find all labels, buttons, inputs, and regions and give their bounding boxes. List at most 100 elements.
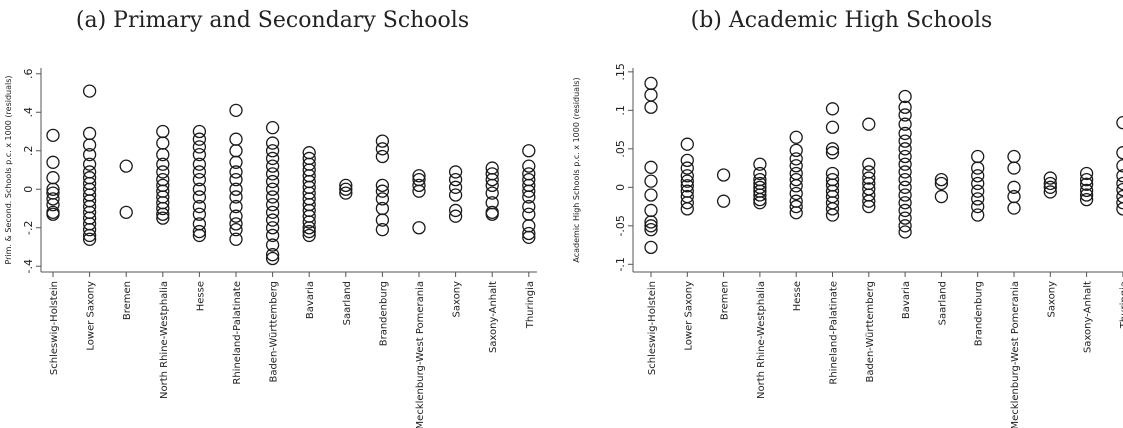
data-point xyxy=(119,205,133,219)
data-point xyxy=(644,160,658,174)
data-point xyxy=(1079,177,1094,191)
data-point xyxy=(156,201,170,216)
x-tick-label: Schleswig-Holstein xyxy=(49,281,60,375)
data-point xyxy=(1007,201,1021,215)
data-point xyxy=(448,172,463,187)
data-point xyxy=(265,121,280,135)
x-tick-label: Bavaria xyxy=(901,281,912,319)
y-tick-label: -.4 xyxy=(22,259,35,273)
x-tick-label: Hesse xyxy=(195,281,206,311)
data-point xyxy=(1043,171,1057,185)
y-tick-label: -.2 xyxy=(22,221,35,235)
x-tick-label: Saxony xyxy=(1046,281,1057,318)
data-point xyxy=(898,126,912,141)
data-point xyxy=(898,211,912,225)
x-tick-label: Mecklenburg-West Pomerania xyxy=(415,281,426,428)
data-point xyxy=(82,223,97,237)
data-point xyxy=(680,137,694,151)
data-point xyxy=(789,130,803,144)
y-tick-label: -.05 xyxy=(614,215,627,236)
x-tick-label: Baden-Württemberg xyxy=(269,281,280,383)
data-point xyxy=(898,196,912,210)
data-point xyxy=(1079,183,1094,198)
data-point xyxy=(644,76,658,91)
data-point xyxy=(753,188,767,202)
data-point xyxy=(265,238,280,252)
y-tick-label: -.1 xyxy=(614,257,627,271)
data-point xyxy=(644,240,658,255)
data-point xyxy=(680,196,694,210)
data-point xyxy=(644,219,658,233)
data-point xyxy=(192,147,207,162)
data-point xyxy=(265,136,280,150)
x-tick-label: Saxony-Anhalt xyxy=(488,281,499,353)
x-tick-label: Bremen xyxy=(720,281,731,320)
data-point xyxy=(375,149,390,164)
data-point xyxy=(825,102,840,116)
data-point xyxy=(192,224,207,239)
data-point xyxy=(192,190,207,204)
data-point xyxy=(82,138,97,152)
data-point xyxy=(680,179,694,193)
data-point xyxy=(485,172,499,187)
data-point xyxy=(82,228,97,243)
data-point xyxy=(339,186,353,200)
data-point xyxy=(1007,180,1021,194)
x-tick-label: North Rhine-Westphalia xyxy=(756,281,767,399)
data-point xyxy=(192,199,207,214)
data-point xyxy=(156,136,170,150)
data-point xyxy=(485,186,499,200)
data-point xyxy=(522,190,536,204)
data-point xyxy=(1007,149,1021,164)
data-point xyxy=(46,155,60,169)
data-point xyxy=(971,149,985,164)
data-point xyxy=(862,117,876,131)
data-point xyxy=(789,186,803,201)
data-point xyxy=(825,202,840,216)
data-point xyxy=(229,232,243,246)
data-point xyxy=(680,174,694,188)
data-point xyxy=(522,184,536,198)
data-point xyxy=(156,147,170,162)
data-point xyxy=(898,172,912,187)
data-point xyxy=(265,197,280,212)
data-point xyxy=(265,205,280,219)
data-point xyxy=(229,155,243,169)
y-tick-label: .05 xyxy=(614,140,627,158)
data-point xyxy=(156,207,170,221)
data-point xyxy=(789,172,803,187)
data-point xyxy=(898,225,912,239)
data-point xyxy=(825,142,840,156)
data-point xyxy=(46,182,60,196)
data-point xyxy=(302,215,316,229)
data-point xyxy=(339,182,353,196)
x-tick-label: Bavaria xyxy=(305,281,316,319)
chart-title: (b) Academic High Schools xyxy=(690,8,993,33)
data-point xyxy=(229,182,243,196)
data-point xyxy=(375,142,390,156)
data-point xyxy=(644,203,658,218)
data-point xyxy=(934,172,949,187)
data-point xyxy=(825,120,840,134)
data-point xyxy=(448,188,463,202)
data-point xyxy=(898,165,912,179)
data-point xyxy=(680,202,694,216)
data-point xyxy=(898,180,912,194)
data-point xyxy=(789,159,803,173)
x-tick-label: Brandenburg xyxy=(378,281,389,346)
data-point xyxy=(265,221,280,235)
data-point xyxy=(302,224,316,239)
data-point xyxy=(934,189,949,204)
data-point xyxy=(192,228,207,243)
data-point xyxy=(716,194,731,208)
data-point xyxy=(753,157,767,171)
data-point xyxy=(971,192,985,206)
y-tick-label: 0 xyxy=(614,184,627,191)
data-point xyxy=(265,174,280,189)
data-point xyxy=(82,232,97,246)
x-tick-label: Rhineland-Palatinate xyxy=(232,281,243,385)
data-point xyxy=(522,159,536,173)
data-point xyxy=(192,124,207,139)
data-point xyxy=(1007,161,1021,175)
data-point xyxy=(1043,176,1057,191)
